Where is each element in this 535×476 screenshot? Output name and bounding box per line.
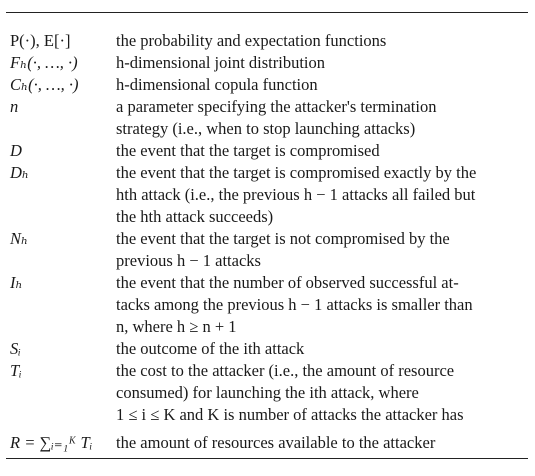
notation-description: the event that the target is compromised (116, 140, 520, 162)
notation-symbol: Tᵢ (10, 361, 22, 380)
table-row: R = ∑ᵢ₌₁ᴷ Tᵢ the amount of resources ava… (8, 426, 520, 454)
description-line: the hth attack succeeds) (116, 207, 274, 226)
notation-description: the event that the target is not comprom… (116, 228, 520, 272)
description-line: previous h − 1 attacks (116, 251, 261, 270)
table-row: Tᵢ the cost to the attacker (i.e., the a… (8, 360, 520, 426)
description-line: tacks among the previous h − 1 attacks i… (116, 295, 473, 314)
notation-symbol: Cₕ(·, …, ·) (10, 75, 79, 94)
description-line: h-dimensional joint distribution (116, 53, 325, 72)
description-line: the event that the target is compromised (116, 141, 380, 160)
table-row: Fₕ(·, …, ·) h-dimensional joint distribu… (8, 52, 520, 74)
notation-description: the event that the target is compromised… (116, 162, 520, 228)
notation-description: the outcome of the ith attack (116, 338, 520, 360)
notation-description: h-dimensional joint distribution (116, 52, 520, 74)
notation-description: the amount of resources available to the… (116, 426, 520, 454)
table-row: P(·), E[·] the probability and expectati… (8, 30, 520, 52)
description-line: the event that the number of observed su… (116, 273, 459, 292)
table-top-rule (6, 12, 528, 13)
table-row: n a parameter specifying the attacker's … (8, 96, 520, 140)
notation-description: h-dimensional copula function (116, 74, 520, 96)
description-line: the event that the target is compromised… (116, 163, 477, 182)
notation-symbol: Dₕ (10, 163, 30, 182)
description-line: the probability and expectation function… (116, 31, 387, 50)
notation-symbol: Nₕ (10, 229, 29, 248)
table-row: Cₕ(·, …, ·) h-dimensional copula functio… (8, 74, 520, 96)
table-row: Sᵢ the outcome of the ith attack (8, 338, 520, 360)
description-line: consumed) for launching the ith attack, … (116, 383, 419, 402)
notation-description: a parameter specifying the attacker's te… (116, 96, 520, 140)
table-row: Dₕ the event that the target is compromi… (8, 162, 520, 228)
description-line: n, where h ≥ n + 1 (116, 317, 237, 336)
description-line: the outcome of the ith attack (116, 339, 305, 358)
table-bottom-rule (6, 458, 528, 459)
table-row: Iₕ the event that the number of observed… (8, 272, 520, 338)
description-line: a parameter specifying the attacker's te… (116, 97, 437, 116)
notation-symbol: Iₕ (10, 273, 23, 292)
notation-symbol: Fₕ(·, …, ·) (10, 53, 78, 72)
notation-symbol: n (10, 97, 19, 116)
description-line: the event that the target is not comprom… (116, 229, 450, 248)
description-line: the amount of resources available to the… (116, 433, 436, 452)
notation-symbol: Sᵢ (10, 339, 21, 358)
description-line: 1 ≤ i ≤ K and K is number of attacks the… (116, 405, 464, 424)
table-row: D the event that the target is compromis… (8, 140, 520, 162)
description-line: strategy (i.e., when to stop launching a… (116, 119, 416, 138)
description-line: the cost to the attacker (i.e., the amou… (116, 361, 455, 380)
notation-description: the event that the number of observed su… (116, 272, 520, 338)
notation-symbol: R = ∑ᵢ₌₁ᴷ Tᵢ (10, 433, 93, 452)
notation-description: the probability and expectation function… (116, 30, 520, 52)
description-line: h-dimensional copula function (116, 75, 318, 94)
description-line: hth attack (i.e., the previous h − 1 att… (116, 185, 476, 204)
notation-table: P(·), E[·] the probability and expectati… (8, 30, 520, 454)
notation-symbol: D (10, 141, 22, 160)
notation-symbol: P(·), E[·] (10, 31, 71, 50)
table-row: Nₕ the event that the target is not comp… (8, 228, 520, 272)
notation-description: the cost to the attacker (i.e., the amou… (116, 360, 520, 426)
